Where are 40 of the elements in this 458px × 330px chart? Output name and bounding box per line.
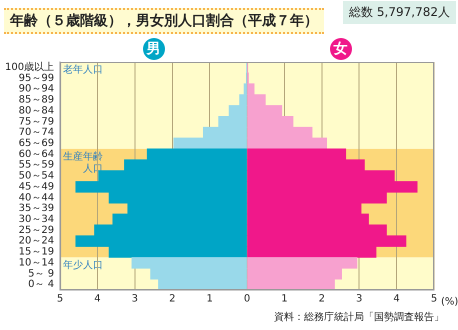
y-tick-label: 70～74: [18, 127, 54, 138]
x-tick-label: 1: [281, 294, 288, 305]
y-tick-label: 15～19: [18, 246, 54, 258]
x-tick-label: 3: [132, 294, 138, 305]
y-tick-label: 60～64: [18, 148, 54, 160]
x-axis-title: (%): [441, 296, 458, 308]
band-label: 年少人口: [63, 259, 104, 272]
band-label: 老年人口: [63, 64, 104, 76]
text: 資料：総務庁統計局「国勢調査報告」: [274, 310, 444, 324]
text: 総数 5,797,782人: [343, 1, 456, 24]
y-tick-label: 35～39: [18, 203, 54, 214]
chart-title: 年齢（５歳階級），男女別人口割合（平成７年）: [4, 8, 324, 34]
y-tick-label: 95～99: [18, 72, 54, 84]
x-tick-label: 5: [430, 294, 438, 305]
x-tick-label: 2: [169, 294, 176, 305]
y-tick-label: 25～29: [18, 224, 54, 236]
x-tick-label: 4: [94, 294, 101, 305]
y-tick-label: 0～ 4: [28, 279, 54, 290]
y-tick-label: 55～59: [18, 160, 54, 171]
y-tick-label: 90～94: [18, 84, 54, 95]
x-tick-label: 4: [393, 294, 400, 305]
y-tick-label: 30～34: [18, 214, 54, 226]
x-tick-label: 5: [56, 294, 64, 305]
x-tick-label: 2: [318, 294, 326, 305]
y-tick-label: 75～79: [18, 116, 54, 128]
x-tick-label: 1: [206, 294, 213, 305]
y-tick-label: 50～54: [18, 170, 54, 182]
text: 女: [330, 38, 352, 60]
y-tick-label: 85～89: [18, 94, 54, 106]
y-tick-label: 45～49: [18, 181, 54, 192]
y-tick-label: 40～44: [18, 192, 54, 204]
x-tick-label: 0: [244, 294, 250, 305]
y-tick-label: 80～84: [18, 105, 54, 116]
y-tick-label: 100歳以上: [4, 61, 54, 74]
text: 男: [142, 38, 165, 60]
y-tick-label: 65～69: [18, 138, 54, 150]
x-tick-label: 3: [356, 294, 362, 305]
y-tick-label: 10～14: [18, 257, 54, 268]
y-tick-label: 5～ 9: [28, 268, 54, 280]
y-tick-label: 20～24: [18, 236, 54, 247]
